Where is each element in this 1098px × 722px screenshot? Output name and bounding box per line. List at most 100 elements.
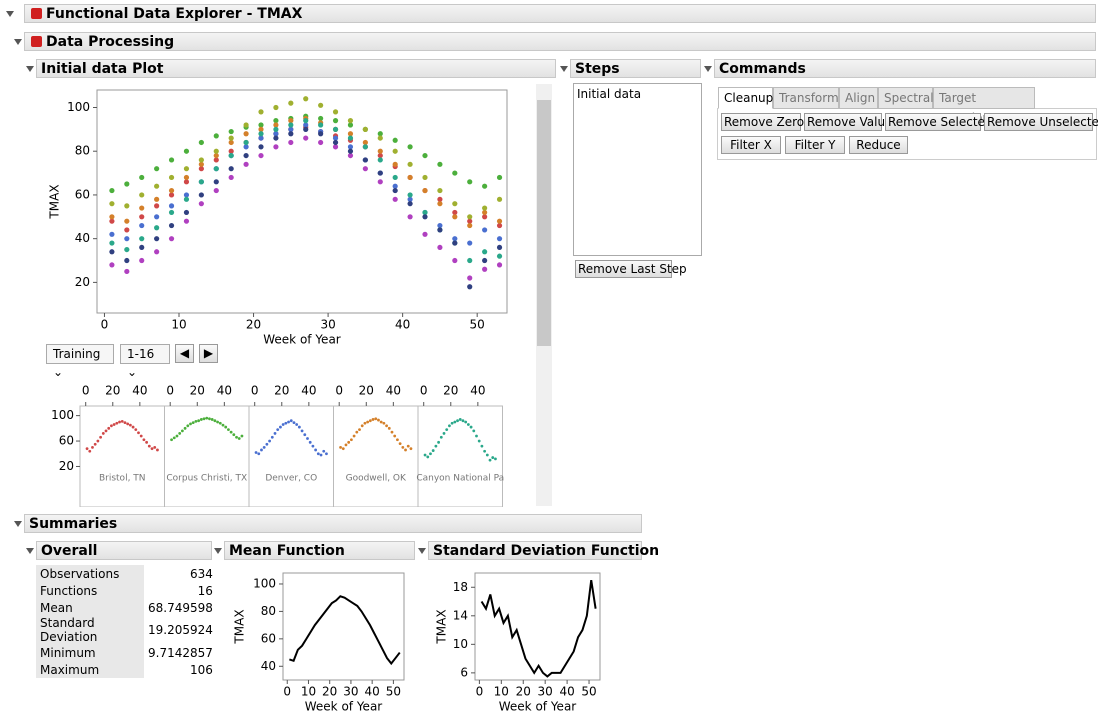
point (258, 122, 264, 128)
menu-icon[interactable] (31, 8, 42, 19)
command-button[interactable]: Remove Value (804, 113, 892, 131)
panel-point (485, 453, 489, 457)
panel-point (448, 424, 451, 428)
point (154, 203, 160, 209)
prev-button[interactable]: ◀ (175, 344, 194, 363)
command-button[interactable]: Filter Y (785, 136, 845, 154)
disclosure[interactable] (6, 11, 14, 17)
tab[interactable]: Align (839, 87, 878, 109)
point (288, 100, 294, 106)
panel-point (349, 438, 353, 442)
point (154, 196, 160, 202)
command-button[interactable]: Reduce (849, 136, 908, 154)
command-button[interactable]: Remove Unselected (984, 113, 1098, 131)
point (467, 179, 473, 185)
panel-point (216, 420, 219, 424)
command-button[interactable]: Remove Zeros (721, 113, 810, 131)
panel-point (491, 456, 495, 459)
point (213, 179, 219, 185)
menu-icon[interactable] (31, 36, 42, 47)
scrollbar[interactable] (536, 84, 552, 506)
point (347, 122, 354, 128)
panel-label: Denver, CO (265, 474, 317, 484)
y-tick-label: 18 (453, 580, 468, 594)
disclosure[interactable] (214, 548, 222, 554)
table-row: Observations 634 (36, 565, 217, 582)
point (362, 157, 368, 163)
panel-point (142, 438, 146, 442)
point (482, 249, 488, 255)
disclosure[interactable] (26, 66, 34, 72)
disclosure[interactable] (418, 548, 426, 554)
point (482, 266, 488, 272)
point (377, 157, 383, 163)
panel-point (316, 452, 320, 456)
panel-point (126, 422, 130, 426)
point (362, 166, 368, 172)
command-button[interactable]: Remove Selected (885, 113, 993, 131)
point (347, 118, 354, 124)
set-dropdown[interactable]: Training ⌄ (46, 344, 114, 379)
x-tick-label: 20 (190, 384, 205, 398)
panel-point (355, 430, 359, 434)
point (154, 214, 160, 220)
point (198, 161, 204, 167)
panel-point (85, 447, 89, 451)
point (154, 166, 160, 172)
panel-point (382, 421, 386, 425)
disclosure[interactable] (14, 521, 22, 527)
point (377, 131, 383, 137)
stat-name: Functions (36, 582, 144, 599)
panel-label: Bristol, TN (99, 474, 146, 484)
panel-point (385, 424, 388, 428)
point (437, 187, 443, 194)
panel-point (409, 447, 413, 451)
panel-point (464, 420, 468, 424)
panel-frame (79, 405, 165, 507)
tab[interactable]: Spectral (878, 87, 934, 109)
point (496, 253, 503, 259)
panel-point (475, 434, 478, 438)
stat-value: 19.205924 (148, 623, 213, 637)
remove-last-step[interactable]: Remove Last Step (575, 260, 687, 278)
point (109, 262, 115, 268)
disclosure[interactable] (704, 66, 712, 72)
point (452, 209, 458, 216)
panel-point (262, 446, 266, 449)
panel-point (254, 451, 258, 454)
point (377, 148, 383, 154)
scroll-thumb[interactable] (537, 100, 551, 346)
point (228, 148, 234, 154)
x-tick-label: 10 (171, 318, 186, 332)
panel-point (314, 448, 318, 452)
point (139, 192, 145, 198)
disclosure[interactable] (26, 548, 34, 554)
y-axis-label: TMAX (435, 609, 449, 644)
y-tick-label: 60 (59, 434, 74, 448)
range-dropdown[interactable]: 1-16 ⌄ (120, 344, 170, 379)
x-tick-label: 30 (538, 685, 553, 699)
section-title: Overall (36, 541, 212, 560)
command-button[interactable]: Filter X (721, 136, 781, 154)
point (213, 152, 219, 159)
table-row: Mean 68.749598 (36, 599, 217, 616)
disclosure[interactable] (560, 66, 568, 72)
x-tick-label: 40 (365, 685, 380, 699)
panel-point (466, 423, 470, 426)
point (407, 174, 413, 181)
stat-value: 634 (190, 566, 213, 581)
steps-list: Initial data (573, 83, 702, 256)
disclosure[interactable] (14, 39, 22, 45)
point (422, 214, 428, 220)
next-button[interactable]: ▶ (199, 344, 218, 363)
tab[interactable]: Transform (773, 87, 839, 109)
panel-point (197, 419, 201, 423)
stat-value: 68.749598 (148, 600, 213, 615)
y-tick-label: 80 (75, 144, 90, 158)
tab[interactable]: Cleanup (718, 87, 773, 109)
tab[interactable]: Target Functions (933, 87, 1035, 125)
panel-point (110, 424, 113, 428)
point (154, 236, 160, 242)
y-tick-label: 20 (59, 459, 74, 473)
step-item[interactable]: Initial data (577, 87, 642, 101)
